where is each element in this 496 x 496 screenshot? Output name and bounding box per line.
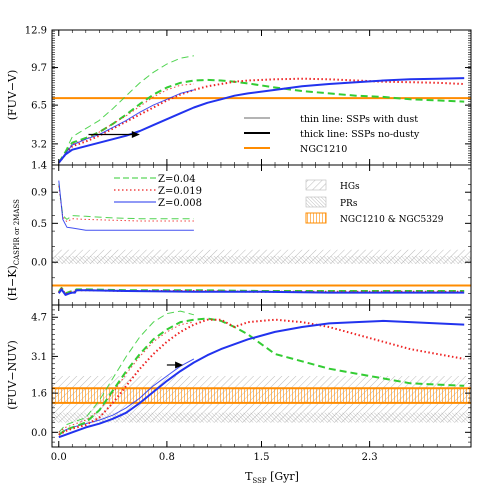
legend-label-hgs: HGs [340, 182, 360, 192]
band-ngc1210-ngc5329 [52, 388, 471, 403]
series-z-0-008-thick [58, 319, 465, 439]
panel-fuv-v: 12.9 9.7 6.5 3.2 1.4 [25, 26, 472, 172]
series-z-0-008-thick [58, 77, 465, 164]
legend-swatch-prs [305, 196, 327, 208]
y-tick-label: 3.2 [31, 139, 47, 150]
series-z-0-019-thin [58, 185, 194, 223]
legend-metallicity: Z=0.04 Z=0.019 Z=0.008 [114, 174, 202, 209]
series-z-0-04-thick [57, 78, 465, 164]
series-z-0-019-thin [58, 321, 194, 433]
legend-fuv-v: thin line: SSPs with dust thick line: SS… [244, 114, 420, 155]
y-tick-label: 0.9 [31, 188, 47, 199]
ylabel-h-k-sub: CASPIR or 2MASS [13, 199, 21, 265]
band-prs [52, 256, 471, 264]
panel-fuv-nuv: 4.7 3.1 1.6 0.0 0.0 0.8 1.5 2.3 [31, 304, 472, 463]
x-tick-label: 0.8 [159, 452, 175, 463]
ylabel-fuv-v: (FUV−V) [6, 70, 19, 121]
series-z-0-008-thick [57, 288, 465, 296]
xlabel-unit: [Gyr] [267, 470, 299, 483]
y-tick-label: 3.1 [31, 352, 47, 363]
series-z-0-04-thin [58, 55, 194, 163]
legend-label-ngc1210: NGC1210 [300, 144, 347, 155]
y-tick-label: 9.7 [31, 63, 47, 74]
arrow-head [131, 130, 140, 138]
series-z-0-008-thin [58, 89, 195, 163]
band-prs [52, 412, 471, 423]
x-tick-label: 2.3 [362, 452, 378, 463]
panel-frame [51, 164, 472, 306]
series-z-0-019-thin [58, 83, 194, 163]
arrow-head [175, 361, 184, 369]
legend-label-z0008: Z=0.008 [158, 198, 202, 209]
plot-area [52, 180, 471, 296]
legend-label-thick: thick line: SSPs no-dusty [300, 129, 420, 140]
xlabel-main: T [245, 470, 253, 483]
y-tick-label: 1.6 [31, 389, 47, 400]
legend-swatch-hgs [305, 179, 327, 191]
x-tick-label: 0.0 [51, 452, 67, 463]
y-tick-label: 6.5 [31, 101, 47, 112]
series-z-0-04-thin [58, 184, 194, 220]
y-tick-label: 1.4 [31, 161, 47, 172]
y-tick-label: 12.9 [25, 26, 47, 37]
x-tick-label: 1.5 [254, 452, 270, 463]
series-z-0-019-thick [58, 318, 465, 436]
ylabel-fuv-nuv: (FUV−NUV) [6, 340, 19, 410]
plot-area [52, 310, 471, 439]
plot-area [52, 55, 471, 164]
y-tick-label: 0.0 [31, 428, 47, 439]
ylabel-h-k: (H−K)CASPIR or 2MASS [6, 199, 21, 301]
series-z-0-04-thick [58, 317, 465, 436]
series-z-0-008-thin [58, 180, 194, 231]
y-tick-label: 0.5 [31, 219, 47, 230]
y-tick-label: 4.7 [31, 313, 47, 324]
legend-label-thin: thin line: SSPs with dust [300, 114, 418, 125]
ylabel-h-k-main: (H−K) [6, 265, 19, 301]
legend-label-z0019: Z=0.019 [158, 186, 202, 197]
legend-swatch-ngc [305, 212, 327, 224]
legend-label-z004: Z=0.04 [158, 174, 196, 185]
legend-label-prs: PRs [340, 199, 358, 209]
series-z-0-04-thin [58, 310, 195, 433]
panel-h-k: 0.9 0.5 0.0 [31, 164, 472, 306]
xlabel: TSSP [Gyr] [245, 470, 299, 485]
xlabel-sub: SSP [252, 477, 266, 485]
y-tick-label: 0.0 [31, 258, 47, 269]
legend-bands: HGs PRs NGC1210 & NGC5329 [305, 179, 444, 225]
legend-label-ngc: NGC1210 & NGC5329 [340, 215, 444, 225]
